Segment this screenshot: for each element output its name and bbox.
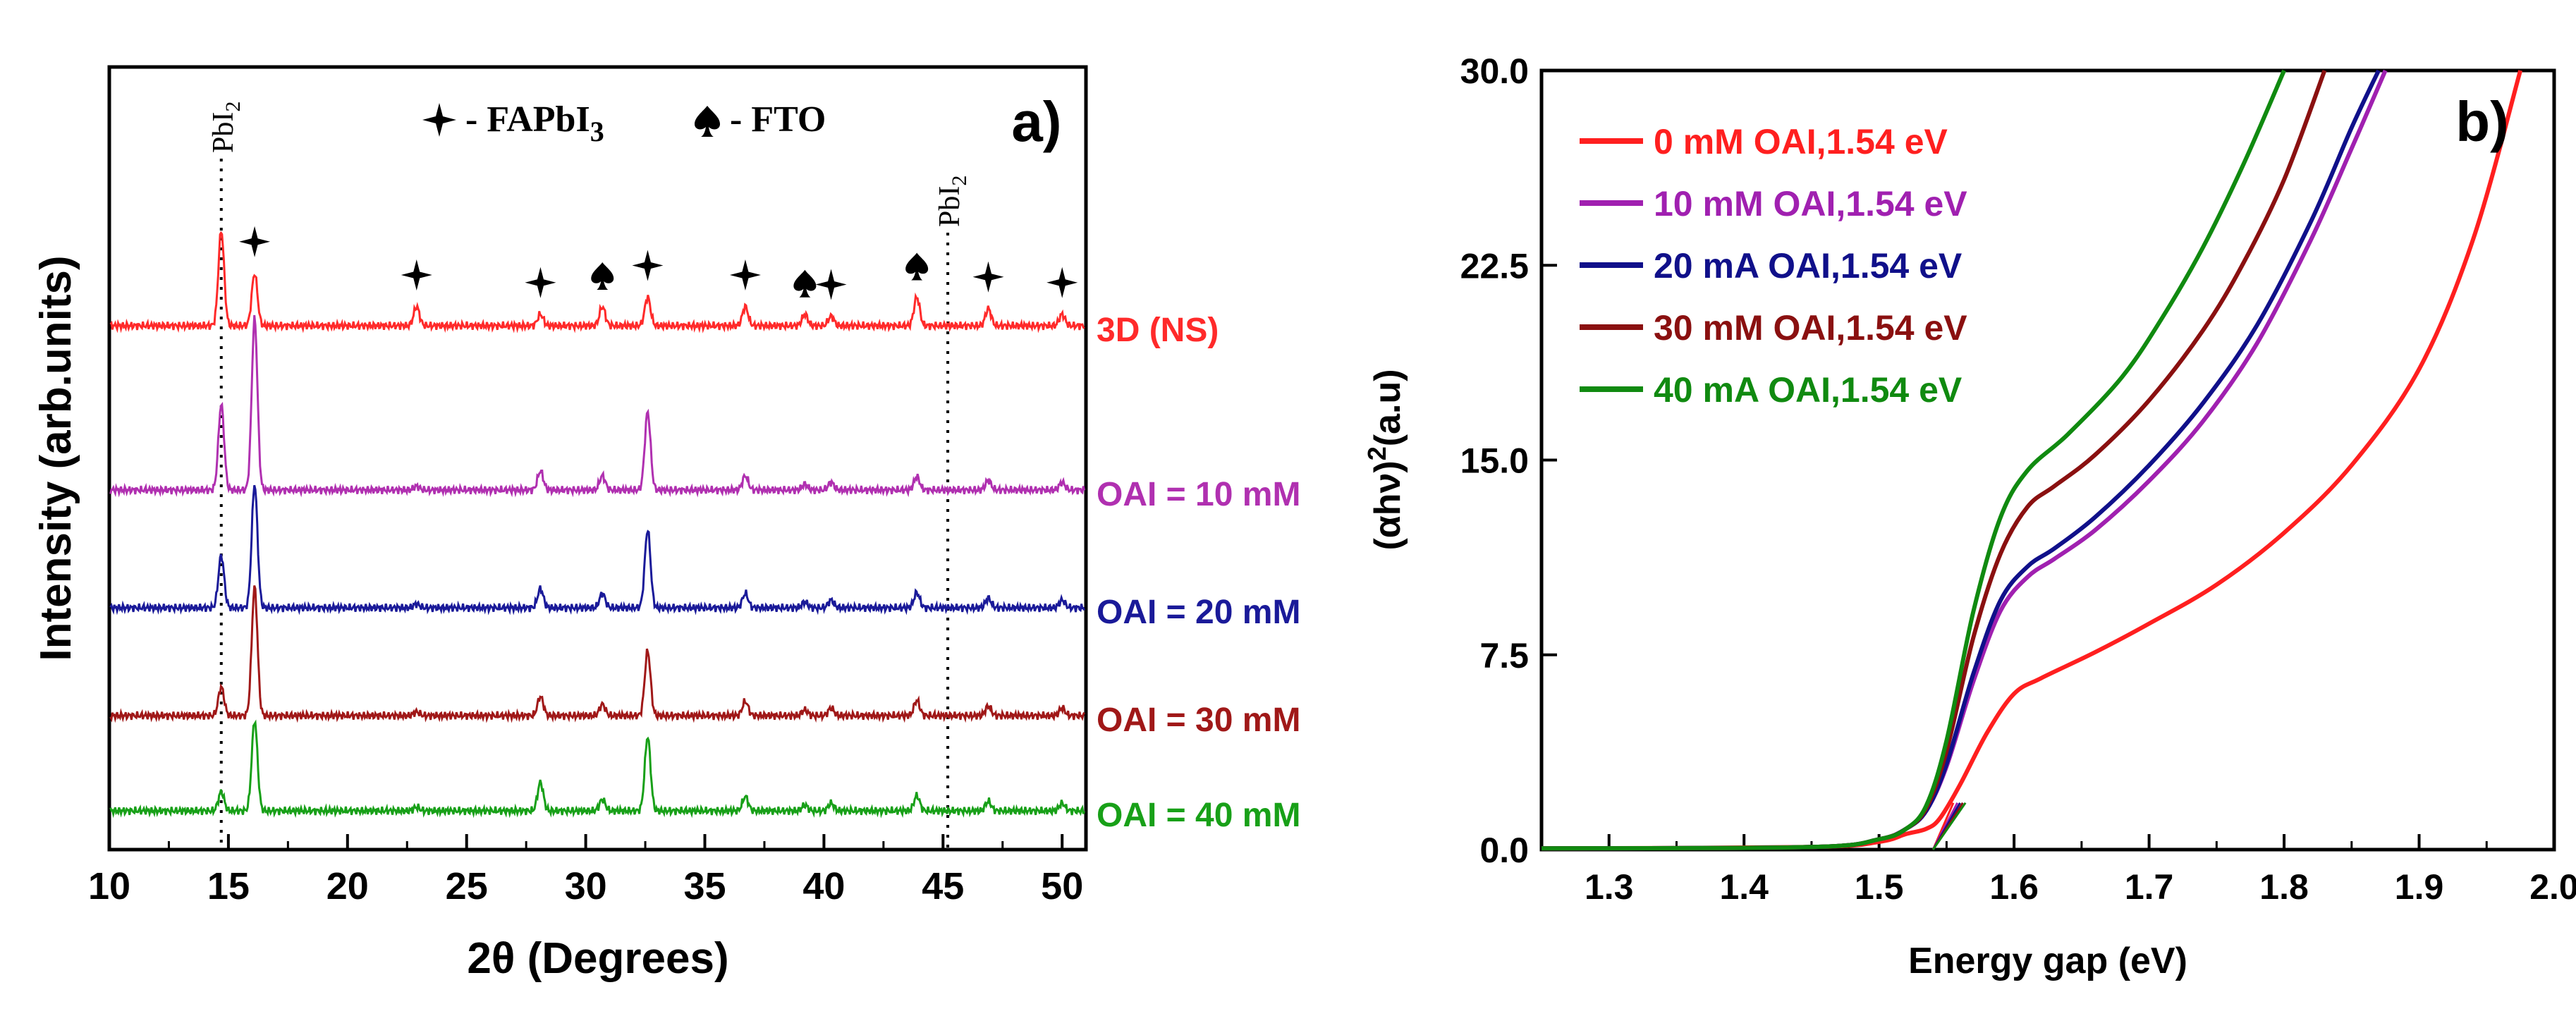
panel-b-x-axis-title: Energy gap (eV)	[1908, 941, 2187, 981]
legend-label-30-mm-oai-1-54-ev: 30 mM OAI,1.54 eV	[1654, 308, 1967, 348]
pbi2-label: PbI2	[934, 176, 971, 227]
fapbi3-peak-marker	[401, 259, 432, 290]
xrd-curve-3d-ns	[109, 231, 1085, 333]
panel-b-x-tick-label: 1.9	[2395, 867, 2444, 907]
panel-a-x-tick-label: 15	[207, 865, 250, 907]
panel-b-y-axis-title: (αhν)2(a.u)	[1362, 369, 1408, 550]
panel-b-x-tick-label: 1.4	[1719, 867, 1769, 907]
xrd-series-label-oai-10-mm: OAI = 10 mM	[1097, 476, 1300, 513]
panel-a-x-tick-label: 30	[565, 865, 607, 907]
panel-a-xrd: 10 15 20 25 30 35 40 45 50 PbI2 PbI2 3D (NS) OAI =…	[32, 65, 1300, 983]
panel-a-series-labels: 3D (NS) OAI = 10 mM OAI = 20 mM OAI = 30 mM…	[1097, 312, 1300, 834]
panel-b-y-tick-label: 7.5	[1479, 636, 1529, 675]
panel-b-x-tick-label: 1.5	[1855, 867, 1904, 907]
panel-b-x-tick-label: 2.0	[2529, 867, 2576, 907]
fapbi3-peak-marker	[729, 259, 761, 290]
panel-a-curves	[109, 231, 1086, 819]
panel-b-y-tick-label: 15.0	[1460, 441, 1529, 481]
xrd-curve-oai-20-mm	[109, 484, 1085, 616]
fto-marker-legend-icon	[695, 106, 720, 137]
fapbi3-legend-text: - FAPbI3	[465, 99, 604, 147]
panel-b-x-ticks: 1.3 1.4 1.5 1.6 1.7 1.8 1.9 2.0	[1585, 834, 2576, 907]
fto-legend-text: - FTO	[730, 99, 826, 140]
tauc-curve-40-ma-oai-1-54-ev	[1541, 69, 2286, 851]
panel-a-x-tick-label: 35	[683, 865, 726, 907]
xrd-series-label-oai-30-mm: OAI = 30 mM	[1097, 702, 1300, 739]
panel-b-y-tick-label: 30.0	[1460, 51, 1529, 91]
panel-a-x-tick-label: 50	[1041, 865, 1083, 907]
panel-a-x-tick-label: 20	[326, 865, 369, 907]
panel-a-reference-lines: PbI2 PbI2	[207, 102, 971, 850]
panel-b-y-tick-label: 22.5	[1460, 246, 1529, 286]
panel-a-x-tick-label: 10	[88, 865, 130, 907]
panel-a-y-axis-title: Intensity (arb.units)	[32, 255, 80, 661]
panel-a-peak-markers	[239, 226, 1078, 300]
fapbi3-peak-marker	[1046, 267, 1078, 298]
fto-peak-marker	[905, 252, 929, 281]
panel-b-curves	[1541, 69, 2522, 851]
panel-a-plot-frame	[107, 65, 1088, 852]
xrd-series-label-oai-20-mm: OAI = 20 mM	[1097, 594, 1300, 631]
legend-label-20-ma-oai-1-54-ev: 20 mA OAI,1.54 eV	[1654, 246, 1962, 286]
fapbi3-peak-marker	[972, 261, 1004, 293]
tauc-curve-0-mm-oai-1-54-ev	[1541, 70, 2522, 851]
panel-a-x-tick-label: 45	[922, 865, 964, 907]
panel-b-x-tick-label: 1.6	[1989, 867, 2039, 907]
panel-a-label: a)	[1011, 90, 1061, 153]
band-gap-tangent-line	[1932, 802, 1967, 850]
panel-b-tauc: 1.3 1.4 1.5 1.6 1.7 1.8 1.9 2.0 0.0 7.5 15.0 22.5 3…	[1362, 51, 2576, 981]
panel-a-x-tick-label: 40	[802, 865, 845, 907]
panel-b-x-tick-label: 1.3	[1585, 867, 1634, 907]
legend-label-0-mm-oai-1-54-ev: 0 mM OAI,1.54 eV	[1654, 122, 1948, 161]
fto-peak-marker	[793, 269, 817, 298]
panel-a-x-ticks: 10 15 20 25 30 35 40 45 50	[88, 834, 1083, 907]
fapbi3-peak-marker	[239, 226, 271, 257]
panel-a-x-tick-label: 25	[446, 865, 488, 907]
xrd-series-label-oai-40-mm: OAI = 40 mM	[1097, 797, 1300, 834]
fto-peak-marker	[591, 262, 614, 290]
panel-b-legend: 0 mM OAI,1.54 eV 10 mM OAI,1.54 eV 20 mA O…	[1580, 122, 1967, 410]
panel-b-x-tick-label: 1.8	[2259, 867, 2309, 907]
pbi2-label: PbI2	[207, 102, 245, 153]
fapbi3-peak-marker	[525, 267, 556, 298]
panel-b-label: b)	[2455, 90, 2509, 153]
panel-a-legend: - FAPbI3 - FTO	[422, 99, 826, 147]
legend-label-10-mm-oai-1-54-ev: 10 mM OAI,1.54 eV	[1654, 184, 1967, 224]
xrd-curve-oai-40-mm	[109, 719, 1086, 819]
xrd-series-label-3d-ns: 3D (NS)	[1097, 312, 1219, 349]
panel-b-x-tick-label: 1.7	[2125, 867, 2174, 907]
legend-label-40-ma-oai-1-54-ev: 40 mA OAI,1.54 eV	[1654, 370, 1962, 410]
fapbi3-peak-marker	[815, 269, 847, 300]
xrd-curve-oai-30-mm	[109, 585, 1085, 723]
panel-b-tangent-lines	[1931, 802, 1967, 850]
fapbi3-marker-legend-icon	[422, 103, 456, 137]
fapbi3-peak-marker	[632, 250, 664, 281]
panel-b-y-tick-label: 0.0	[1479, 831, 1529, 870]
xrd-curve-oai-10-mm	[109, 314, 1086, 498]
panel-a-x-axis-title: 2θ (Degrees)	[467, 934, 728, 983]
